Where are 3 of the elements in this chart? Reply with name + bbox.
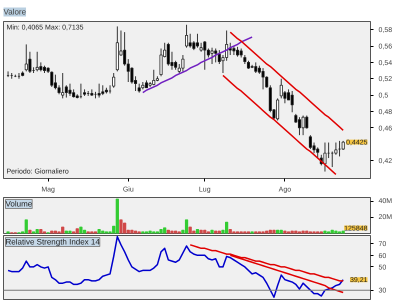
chart-title: Volume xyxy=(6,200,33,208)
chart-title: Relative Strength Index 14 xyxy=(6,238,100,246)
chart-title: Valore xyxy=(4,8,27,16)
